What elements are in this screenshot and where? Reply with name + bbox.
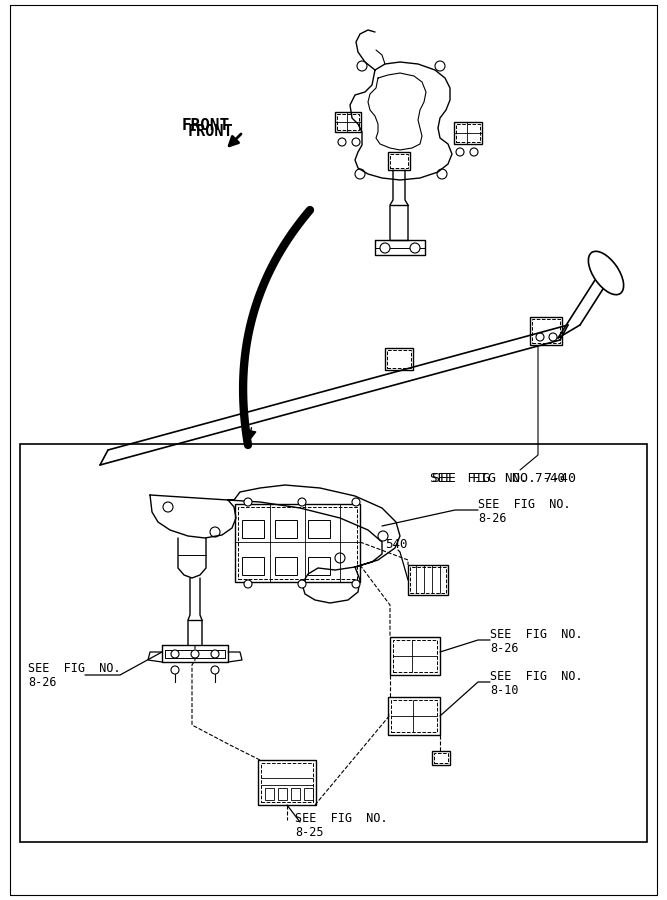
- Bar: [410, 567, 446, 593]
- Bar: [388, 697, 440, 735]
- Bar: [308, 520, 330, 538]
- Bar: [387, 350, 411, 368]
- Text: 8-10: 8-10: [490, 685, 518, 698]
- Bar: [238, 507, 357, 579]
- Bar: [390, 154, 408, 168]
- Bar: [275, 520, 297, 538]
- Text: SEE  FIG  NO.: SEE FIG NO.: [295, 812, 388, 824]
- Text: 8-26: 8-26: [490, 643, 518, 655]
- Bar: [434, 753, 448, 763]
- Bar: [532, 319, 560, 343]
- Circle shape: [470, 148, 478, 156]
- Text: FRONT: FRONT: [188, 124, 233, 140]
- Bar: [20, 444, 647, 842]
- Circle shape: [298, 580, 306, 588]
- Bar: [242, 557, 264, 575]
- Bar: [456, 124, 480, 142]
- Bar: [335, 112, 361, 132]
- Bar: [304, 788, 313, 800]
- Text: SEE  FIG  NO.: SEE FIG NO.: [490, 627, 583, 641]
- Circle shape: [211, 650, 219, 658]
- Text: 8-25: 8-25: [295, 826, 323, 840]
- Bar: [390, 637, 440, 675]
- Bar: [393, 640, 437, 672]
- Bar: [235, 504, 360, 582]
- Bar: [530, 317, 562, 345]
- Bar: [454, 122, 482, 144]
- Text: 540: 540: [385, 538, 408, 552]
- Text: FRONT: FRONT: [182, 118, 230, 132]
- Bar: [408, 565, 448, 595]
- Circle shape: [352, 580, 360, 588]
- Circle shape: [244, 498, 252, 506]
- Circle shape: [244, 580, 252, 588]
- Bar: [291, 788, 300, 800]
- Bar: [278, 788, 287, 800]
- Text: 8-26: 8-26: [28, 677, 57, 689]
- Bar: [388, 152, 410, 170]
- Text: 8-26: 8-26: [478, 512, 506, 526]
- Bar: [432, 751, 450, 765]
- Bar: [242, 520, 264, 538]
- Circle shape: [338, 138, 346, 146]
- Circle shape: [191, 650, 199, 658]
- Text: SEE  FIG  NO.: SEE FIG NO.: [490, 670, 583, 682]
- Bar: [261, 763, 313, 802]
- Bar: [337, 114, 359, 130]
- Circle shape: [410, 243, 420, 253]
- Text: SEE  FIG  NO.: SEE FIG NO.: [478, 498, 571, 510]
- Bar: [258, 760, 316, 805]
- Circle shape: [298, 498, 306, 506]
- Text: SEE  FIG  NO.: SEE FIG NO.: [28, 662, 121, 674]
- Bar: [275, 557, 297, 575]
- Circle shape: [352, 138, 360, 146]
- Text: SEE  FIG  NO. 7-40: SEE FIG NO. 7-40: [432, 472, 576, 484]
- Ellipse shape: [588, 251, 624, 294]
- Bar: [391, 700, 437, 732]
- Bar: [308, 557, 330, 575]
- Bar: [265, 788, 274, 800]
- Text: SEE  FIG  NO. 7-40: SEE FIG NO. 7-40: [430, 472, 565, 484]
- Circle shape: [171, 650, 179, 658]
- Bar: [385, 348, 413, 370]
- Circle shape: [456, 148, 464, 156]
- Circle shape: [380, 243, 390, 253]
- Circle shape: [352, 498, 360, 506]
